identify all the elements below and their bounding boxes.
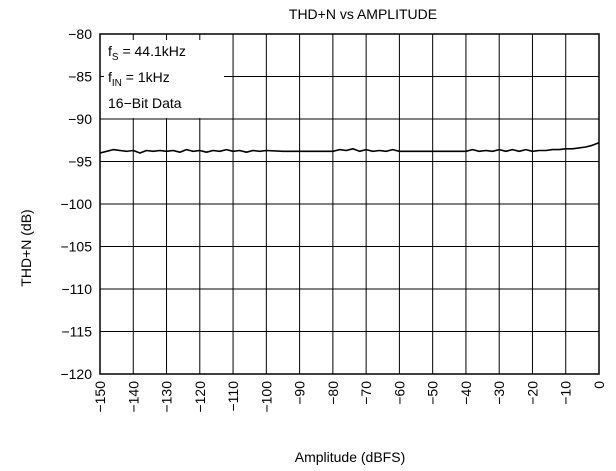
- x-tick-label: −70: [358, 381, 374, 405]
- x-tick-label: −60: [391, 381, 407, 405]
- y-tick-label: −105: [60, 239, 92, 255]
- x-tick-label: −140: [125, 381, 141, 413]
- plot-frame: [99, 33, 600, 375]
- y-tick-label: −95: [68, 154, 92, 170]
- bit-depth-annotation: 16−Bit Data: [108, 95, 182, 111]
- sample-rate-annotation: fS = 44.1kHz: [108, 43, 186, 63]
- y-tick-label: −120: [60, 366, 92, 382]
- series-line: [99, 142, 600, 154]
- y-tick-label: −90: [68, 111, 92, 127]
- input-frequency-annotation: fIN = 1kHz: [108, 69, 170, 89]
- x-tick-label: −90: [292, 381, 308, 405]
- x-tick-label: −120: [192, 381, 208, 413]
- x-tick-label: −10: [558, 381, 574, 405]
- y-tick-labels: −80 −85 −90 −95 −100 −105 −110 −115 −120: [60, 26, 92, 382]
- x-tick-label: −130: [159, 381, 175, 413]
- x-tick-label: −50: [425, 381, 441, 405]
- x-tick-label: −20: [524, 381, 540, 405]
- x-tick-labels: −150 −140 −130 −120 −110 −100 −90 −80 −70 −60 −50−…: [92, 381, 607, 413]
- x-tick-label: −30: [491, 381, 507, 405]
- x-tick-label: 0: [591, 381, 607, 389]
- annotation-background: [104, 40, 224, 118]
- y-tick-label: −110: [62, 281, 93, 297]
- x-tick-label: −40: [458, 381, 474, 405]
- x-tick-label: −150: [92, 381, 108, 413]
- y-axis-label: THD+N (dB): [18, 209, 34, 286]
- x-tick-label: −80: [325, 381, 341, 405]
- chart-title: THD+N vs AMPLITUDE: [289, 6, 437, 22]
- x-tick-label: −110: [225, 381, 241, 412]
- x-tick-label: −100: [258, 381, 274, 413]
- y-tick-label: −100: [60, 196, 92, 212]
- annotation-box: fS = 44.1kHz fIN = 1kHz 16−Bit Data: [104, 40, 224, 118]
- y-tick-label: −115: [62, 324, 93, 340]
- y-tick-label: −85: [68, 69, 92, 85]
- x-axis-label: Amplitude (dBFS): [295, 449, 405, 465]
- y-tick-label: −80: [68, 26, 92, 42]
